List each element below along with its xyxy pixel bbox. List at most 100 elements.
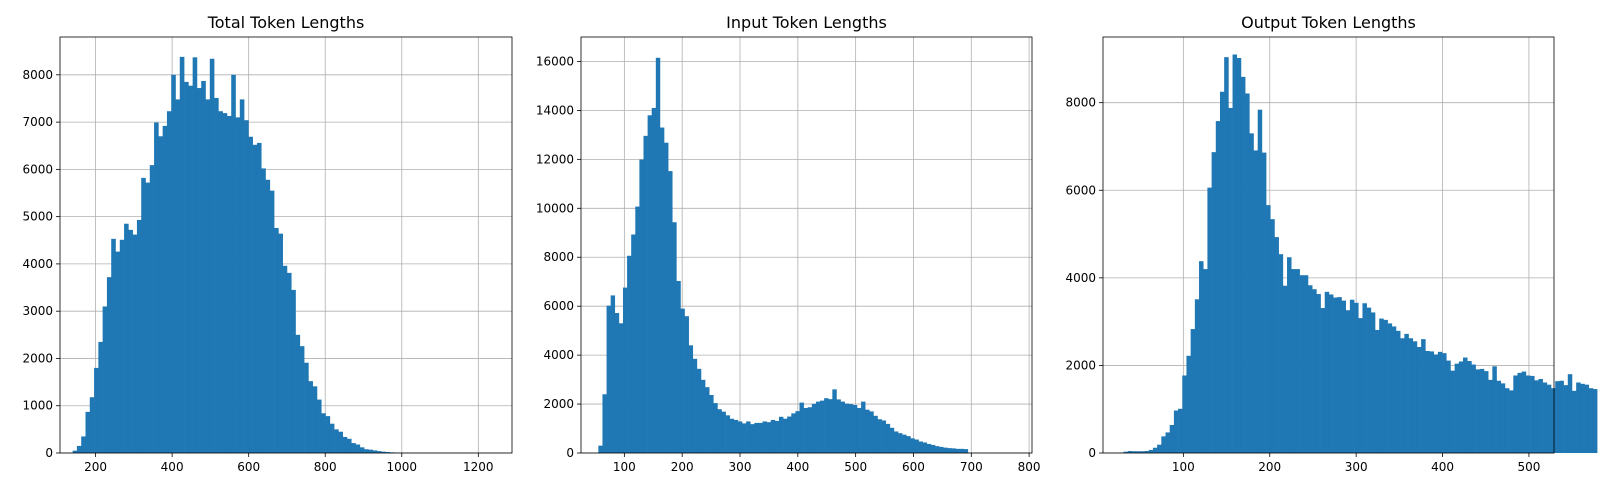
x-tick-label: 200 [671, 460, 694, 474]
y-tick-label: 7000 [22, 115, 53, 129]
histogram-bar [733, 419, 739, 453]
histogram-bar [145, 182, 151, 453]
histogram-bar [274, 227, 279, 453]
histogram-bar [836, 399, 841, 453]
histogram-bar [750, 424, 755, 453]
histogram-bar [635, 206, 640, 453]
histogram-bar [758, 422, 763, 453]
x-tick-label: 100 [613, 460, 636, 474]
y-tick-label: 2000 [1065, 358, 1096, 372]
histogram-bar [171, 74, 176, 454]
axes-frame [580, 36, 1033, 454]
histogram-bar [1421, 339, 1426, 453]
histogram-bar [98, 341, 103, 453]
histogram-bar [1324, 291, 1330, 453]
histogram-bar [1270, 219, 1275, 453]
histogram-bar [1375, 329, 1380, 453]
histogram-bar [85, 411, 91, 453]
y-tick-label: 0 [566, 446, 574, 460]
histogram-bar [1425, 350, 1430, 453]
histogram-bar [1303, 275, 1309, 453]
histogram-bar [618, 323, 624, 453]
histogram-bar [376, 451, 382, 453]
histogram-bar [299, 346, 305, 453]
x-tick-label: 800 [1018, 460, 1041, 474]
histogram-bar [1362, 303, 1367, 453]
histogram-bar [700, 379, 706, 453]
histogram-bar [1215, 121, 1221, 453]
histogram-bar [828, 399, 833, 453]
histogram-bar [1458, 361, 1464, 453]
histogram-bar [1274, 237, 1279, 453]
histogram-bar [1312, 289, 1317, 453]
histogram-bar [222, 113, 228, 453]
histogram-bar [1140, 451, 1145, 453]
histogram-bar [824, 398, 829, 453]
histogram-bar [947, 448, 952, 453]
histogram-bar [1592, 389, 1598, 453]
histogram-bar [774, 420, 780, 453]
histogram-bar [1232, 54, 1238, 454]
histogram-bar [873, 415, 878, 453]
histogram-bar [1249, 133, 1254, 453]
histogram-bar [1391, 326, 1397, 453]
histogram-bar [713, 403, 718, 453]
histogram-bar [1157, 444, 1162, 453]
y-tick-label: 12000 [536, 152, 574, 166]
histogram-bar [1555, 381, 1560, 453]
histogram-bar [1467, 361, 1472, 453]
y-tick-label: 6000 [1065, 183, 1096, 197]
histogram-bar [647, 115, 653, 454]
axes: 200 400 600 800 1000 1200 0 1000 2000 3000 4000 500… [22, 36, 513, 474]
histogram-bar [721, 411, 726, 453]
histogram-bar [602, 394, 607, 453]
histogram-bar [1224, 57, 1229, 453]
histogram-bar [334, 429, 339, 453]
histogram-bar [651, 107, 657, 453]
histogram-bar [72, 450, 78, 453]
histogram-bar [209, 58, 215, 453]
y-tick-label: 2000 [22, 351, 53, 365]
histogram-bar [840, 401, 845, 453]
histogram-bar [705, 387, 710, 453]
x-tick-label: 200 [84, 460, 107, 474]
x-tick-label: 300 [729, 460, 752, 474]
y-tick-label: 6000 [543, 299, 574, 313]
histogram-bar [684, 316, 689, 453]
histogram-bar [1588, 388, 1594, 453]
histogram-bar [1341, 300, 1346, 453]
histogram-bar [1253, 150, 1258, 453]
histogram-bar [1261, 152, 1267, 453]
histogram-bar [158, 136, 163, 454]
histogram-total-token-lengths: Total Token Lengths 200 400 600 800 1000 1200… [22, 13, 513, 474]
y-tick-label: 4000 [22, 257, 53, 271]
histogram-bar [1219, 91, 1225, 453]
histogram-bar [111, 238, 116, 453]
histogram-bar [329, 423, 335, 453]
histogram-bar [1236, 58, 1242, 453]
histogram-bar [1354, 302, 1359, 453]
y-tick-label: 16000 [536, 54, 574, 68]
histogram-bar [1257, 109, 1263, 454]
histogram-bar [149, 165, 155, 454]
histogram-bar [898, 433, 903, 453]
chart-title: Output Token Lengths [1241, 13, 1416, 32]
x-tick-label: 1000 [387, 460, 418, 474]
histogram-bar [1211, 152, 1217, 453]
histogram-bar [1291, 269, 1296, 453]
histogram-bar [286, 272, 292, 453]
histogram-bar [184, 81, 189, 453]
histogram-bar [1173, 410, 1179, 453]
y-tick-label: 0 [45, 446, 53, 460]
histogram-bar [308, 381, 313, 453]
histogram-bar [889, 427, 895, 453]
histogram-bar [820, 400, 825, 453]
histogram-bar [865, 409, 870, 453]
histogram-bar [1240, 76, 1246, 453]
histogram-bar [914, 439, 919, 453]
histogram-bar [692, 358, 698, 453]
histogram-bar [672, 222, 677, 453]
histogram-bar [881, 420, 887, 453]
histogram-bar [342, 436, 348, 453]
x-tick-label: 200 [1258, 460, 1281, 474]
